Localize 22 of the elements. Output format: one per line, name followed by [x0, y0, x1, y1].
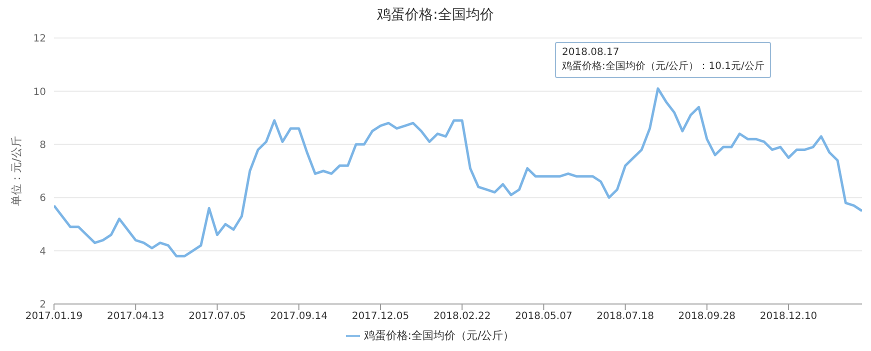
y-axis-title: 单位：元/公斤	[10, 136, 23, 206]
y-tick-label: 4	[40, 246, 46, 258]
x-tick-label: 2018.02.22	[433, 311, 491, 322]
line-series	[54, 87, 862, 258]
y-tick-label: 12	[33, 34, 46, 45]
annotation: 2018.08.17	[562, 46, 620, 60]
y-tick-label: 2	[40, 300, 46, 311]
x-tick-label: 2018.07.18	[596, 311, 654, 322]
x-tick-label: 2018.05.07	[515, 311, 572, 322]
x-tick-label: 2017.09.14	[270, 311, 328, 322]
y-tick-label: 8	[40, 140, 46, 151]
x-tick-label: 2018.12.10	[760, 311, 818, 322]
x-tick-label: 2017.07.05	[188, 311, 246, 322]
y-tick-label: 10	[33, 86, 46, 98]
annotation: 鸡蛋价格:全国均价（元/公斤）：10.1元/公斤	[562, 60, 764, 74]
x-tick-label: 2017.04.13	[106, 311, 164, 322]
legend-label: 鸡蛋价格:全国均价（元/公斤）	[364, 329, 514, 342]
y-tick-label: 6	[40, 193, 46, 204]
x-tick-label: 2018.09.28	[678, 311, 736, 322]
x-tick-label: 2017.01.19	[25, 311, 83, 322]
chart-title: 鸡蛋价格:全国均价	[376, 6, 495, 24]
x-tick-label: 2017.12.05	[352, 311, 410, 322]
